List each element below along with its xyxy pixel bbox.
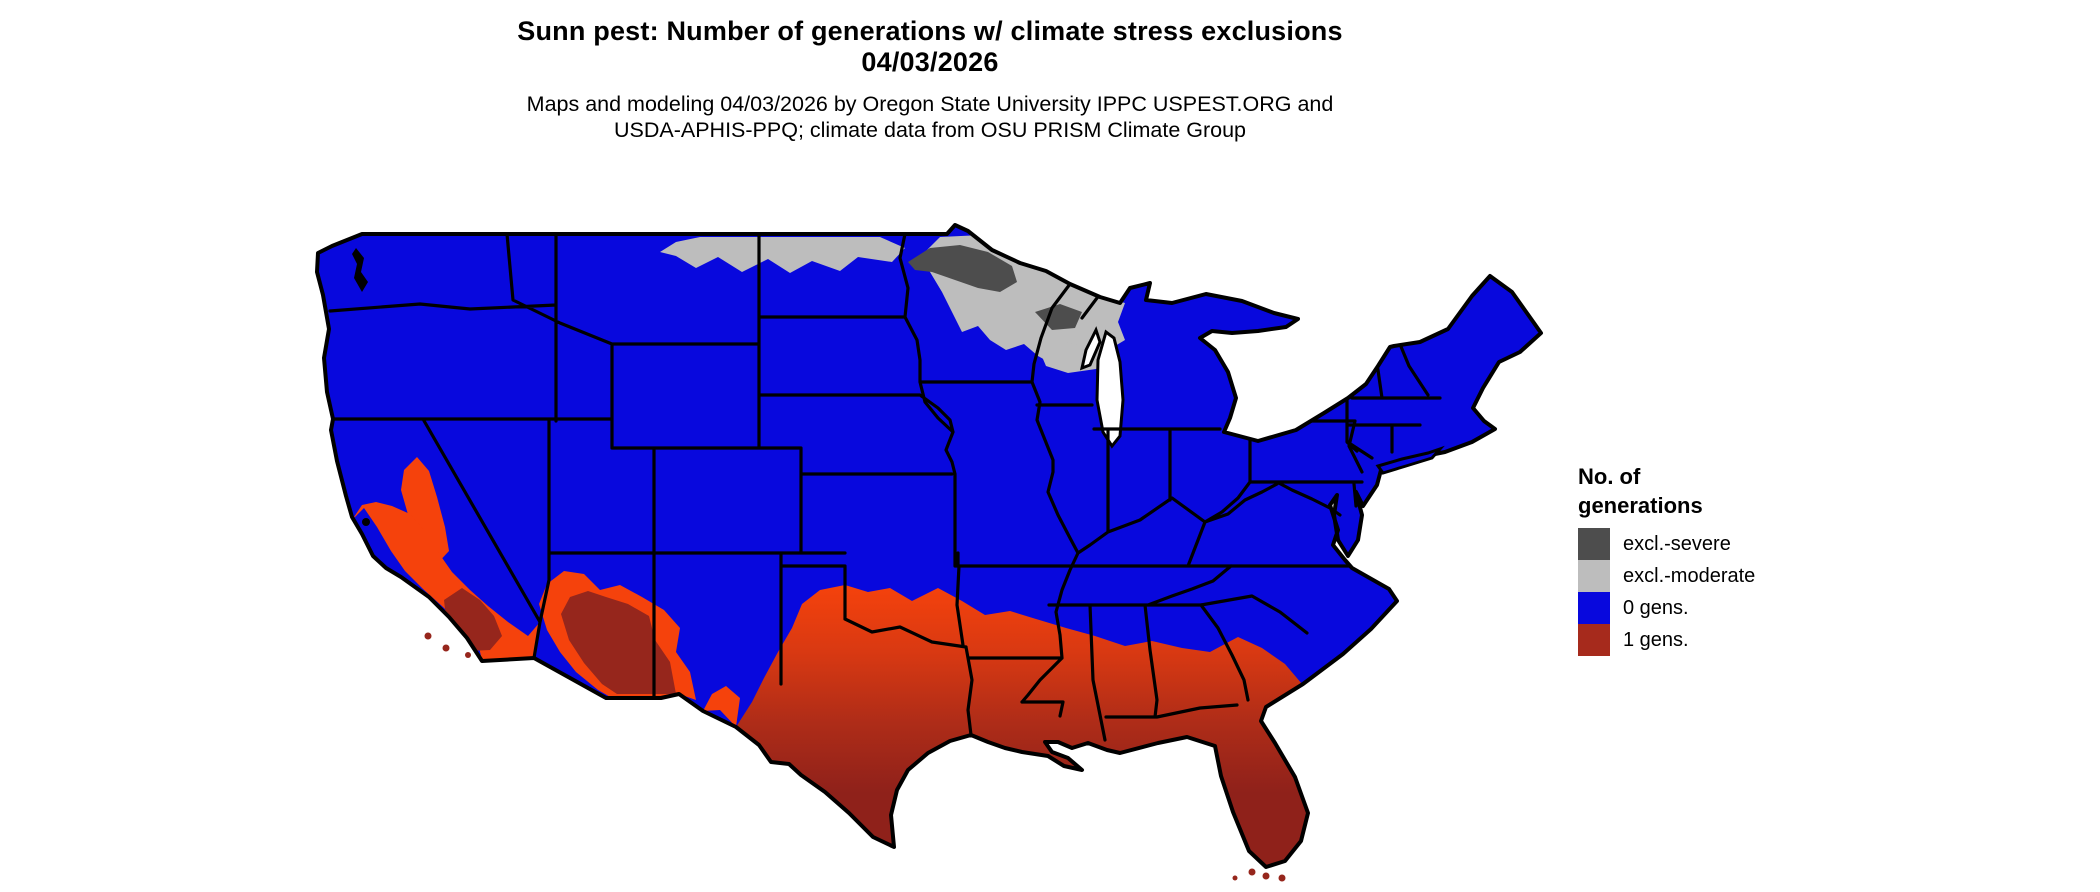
legend-item-1-gens: 1 gens. [1578,624,1878,656]
excl-severe-label: excl.-severe [1623,532,1731,555]
one-generation-arizona-core [561,591,676,694]
legend-item-excl-moderate: excl.-moderate [1578,560,1878,592]
transition-rio-grande [703,686,740,727]
channel-islands [424,632,471,658]
legend-item-excl-severe: excl.-severe [1578,528,1878,560]
lake-michigan [1095,329,1125,449]
map-fill-layers [317,225,1541,867]
zero-generations-region [317,225,1541,867]
florida-keys [1232,868,1286,882]
exclusion-severe-minnesota [908,245,1017,292]
zero-gens-swatch [1578,592,1610,624]
us-outline [315,223,1543,869]
excl-moderate-swatch [1578,560,1610,592]
legend-title: No. of generations [1578,464,1703,518]
long-island [1375,445,1445,475]
excl-moderate-label: excl.-moderate [1623,564,1756,587]
page-title: Sunn pest: Number of generations w/ clim… [0,16,1860,78]
subtitle-line1: Maps and modeling 04/03/2026 by Oregon S… [526,92,1334,116]
legend: No. of generations excl.-severe excl.-mo… [1578,462,1878,656]
exclusion-moderate-adirondacks [1352,348,1371,362]
one-gens-swatch [1578,624,1610,656]
legend-items: excl.-severe excl.-moderate 0 gens. 1 ge… [1578,528,1878,656]
page-subtitle: Maps and modeling 04/03/2026 by Oregon S… [0,92,1860,143]
zero-gens-label: 0 gens. [1623,596,1689,619]
san-francisco-bay [362,518,370,526]
transition-central-valley [401,457,449,566]
title-date: 04/03/2026 [861,47,999,77]
one-gens-label: 1 gens. [1623,628,1689,651]
one-generation-region [736,585,1308,867]
title-line1: Sunn pest: Number of generations w/ clim… [517,16,1343,46]
legend-item-0-gens: 0 gens. [1578,592,1878,624]
state-borders [328,232,1442,742]
puget-sound [352,248,368,292]
excl-severe-swatch [1578,528,1610,560]
exclusion-moderate-dakotas [660,237,905,273]
green-bay [1079,326,1102,371]
subtitle-line2: USDA-APHIS-PPQ; climate data from OSU PR… [613,117,1247,142]
